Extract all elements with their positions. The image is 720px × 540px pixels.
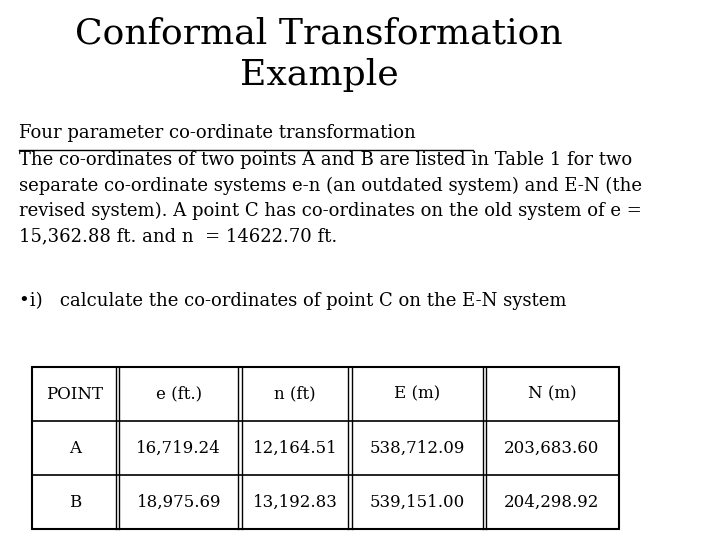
Text: N (m): N (m)	[528, 386, 576, 403]
Text: 12,164.51: 12,164.51	[253, 440, 337, 457]
Text: Four parameter co-ordinate transformation: Four parameter co-ordinate transformatio…	[19, 124, 416, 142]
Text: 204,298.92: 204,298.92	[504, 494, 600, 511]
Text: 16,719.24: 16,719.24	[136, 440, 221, 457]
Text: •i)   calculate the co-ordinates of point C on the E-N system: •i) calculate the co-ordinates of point …	[19, 292, 567, 310]
Text: 203,683.60: 203,683.60	[504, 440, 600, 457]
Text: 13,192.83: 13,192.83	[253, 494, 338, 511]
Text: e (ft.): e (ft.)	[156, 386, 202, 403]
Text: A: A	[68, 440, 81, 457]
Text: 18,975.69: 18,975.69	[137, 494, 221, 511]
Text: POINT: POINT	[46, 386, 103, 403]
Text: B: B	[68, 494, 81, 511]
Text: n (ft): n (ft)	[274, 386, 316, 403]
Text: 538,712.09: 538,712.09	[369, 440, 465, 457]
Text: E (m): E (m)	[394, 386, 441, 403]
Text: 539,151.00: 539,151.00	[369, 494, 465, 511]
Text: Conformal Transformation
Example: Conformal Transformation Example	[76, 16, 563, 92]
Text: The co-ordinates of two points A and B are listed in Table 1 for two
separate co: The co-ordinates of two points A and B a…	[19, 151, 642, 245]
